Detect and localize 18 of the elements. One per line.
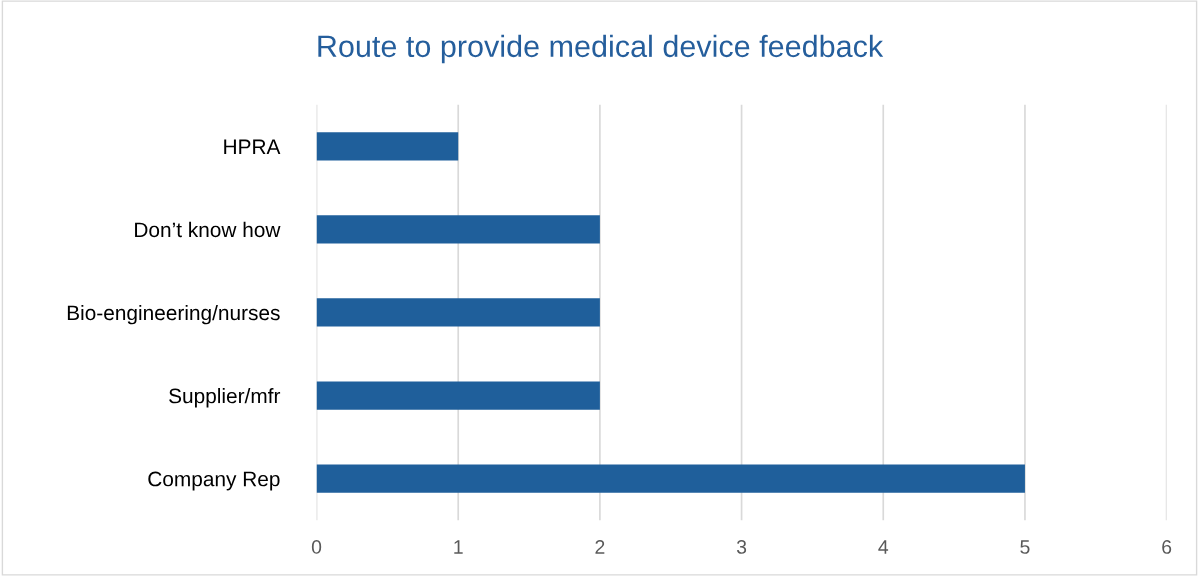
y-tick-label: HPRA — [224, 139, 281, 154]
bar — [316, 132, 459, 161]
x-tick-label: 0 — [311, 540, 322, 554]
y-tick-label: Bio-engineering/nurses — [67, 304, 280, 325]
y-tick-label: Company Rep — [148, 471, 280, 491]
x-tick-label: 1 — [454, 540, 463, 554]
x-tick-label: 2 — [595, 540, 605, 554]
bar — [316, 381, 600, 410]
x-tick-label: 4 — [878, 540, 889, 554]
bar — [316, 298, 600, 327]
x-tick-label: 5 — [1020, 540, 1030, 554]
y-tick-label: Don’t know how — [135, 221, 281, 238]
bar — [316, 464, 1025, 493]
x-tick-label: 3 — [736, 540, 747, 554]
bar — [316, 215, 600, 244]
y-tick-label: Supplier/mfr — [169, 387, 281, 408]
x-tick-label: 6 — [1162, 540, 1172, 554]
chart-title: Route to provide medical device feedback — [318, 34, 884, 64]
